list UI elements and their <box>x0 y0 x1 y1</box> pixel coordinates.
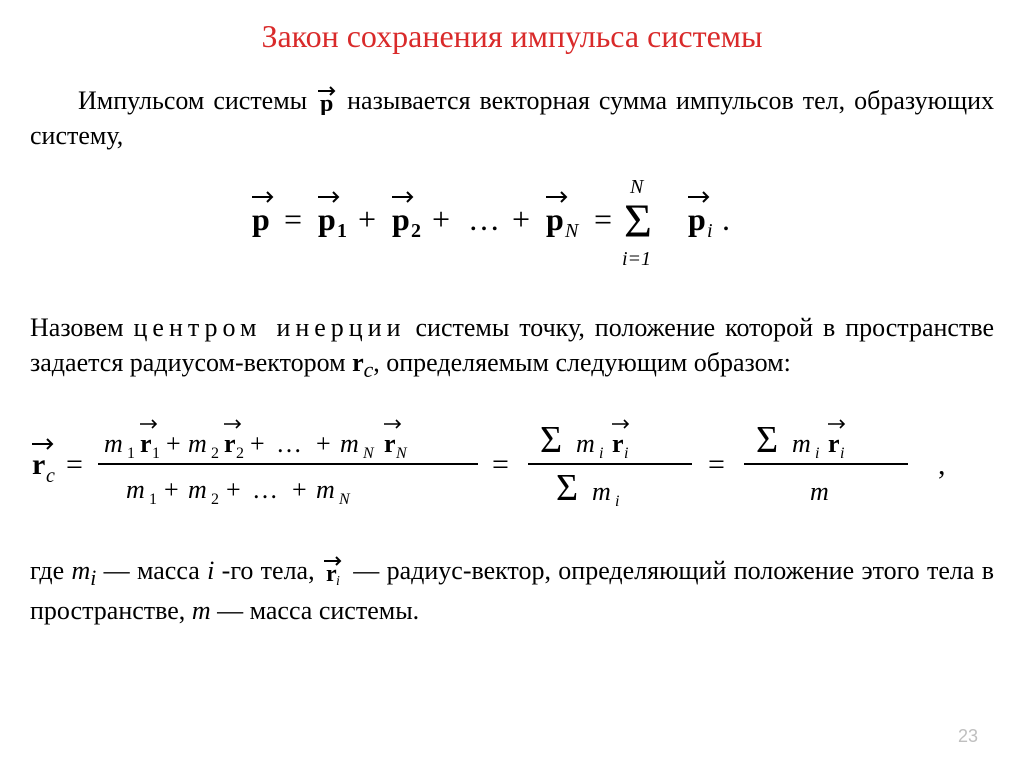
p3-mid4: — мас­са системы. <box>217 596 419 625</box>
svg-text:r: r <box>384 429 396 458</box>
svg-text:r: r <box>140 429 152 458</box>
svg-text:=: = <box>708 448 725 481</box>
svg-text:i: i <box>336 574 340 585</box>
svg-text:2: 2 <box>236 445 244 462</box>
svg-text:2: 2 <box>411 220 421 242</box>
svg-text:r: r <box>32 448 45 481</box>
page-number: 23 <box>958 726 978 747</box>
svg-text:m: m <box>576 429 595 458</box>
paragraph-1: Импульсом системы p называется векторная… <box>30 83 994 153</box>
svg-text:2: 2 <box>211 491 219 508</box>
slide-page: Закон сохранения импульса системы Импуль… <box>0 0 1024 767</box>
svg-text:+: + <box>432 201 450 237</box>
paragraph-2: Назовем центром инерции системы точку, п… <box>30 310 994 386</box>
p2-tail: , определяемым следующим образом: <box>373 348 791 377</box>
svg-text:…: … <box>468 201 500 237</box>
svg-text:Σ: Σ <box>624 195 652 248</box>
svg-text:Σ: Σ <box>756 419 778 461</box>
svg-text:i: i <box>615 493 619 510</box>
svg-text:…: … <box>276 429 302 458</box>
svg-text:i: i <box>815 445 819 462</box>
p2-pre: Назовем <box>30 313 134 342</box>
p1-lead: Импульсом системы <box>78 86 316 115</box>
svg-text:.: . <box>722 201 730 237</box>
svg-text:1: 1 <box>337 220 347 242</box>
svg-text:+: + <box>164 475 179 504</box>
svg-text:r: r <box>612 429 624 458</box>
formula-2: r c = m1 r1 + m2 r2 + … + mN rN <box>30 408 994 523</box>
svg-text:1: 1 <box>149 491 157 508</box>
svg-text:+: + <box>316 429 331 458</box>
svg-text:m: m <box>316 475 335 504</box>
svg-text:i: i <box>707 220 713 242</box>
ri-vector-inline-icon: r i <box>322 555 346 585</box>
formula-1: p = p 1 + p 2 + … + p N <box>30 175 994 280</box>
svg-text:r: r <box>224 429 236 458</box>
svg-text:…: … <box>252 475 278 504</box>
svg-text:=: = <box>66 448 83 481</box>
svg-text:N: N <box>362 445 375 462</box>
p-vector-inline-icon: p <box>316 85 338 115</box>
svg-text:p: p <box>252 201 270 237</box>
p3-mid1: — масса <box>104 556 207 585</box>
svg-text:r: r <box>828 429 840 458</box>
svg-text:p: p <box>320 91 333 115</box>
svg-text:+: + <box>166 429 181 458</box>
svg-text:2: 2 <box>211 445 219 462</box>
svg-text:+: + <box>358 201 376 237</box>
svg-text:1: 1 <box>152 445 160 462</box>
svg-text:m: m <box>188 429 207 458</box>
svg-text:m: m <box>188 475 207 504</box>
svg-text:p: p <box>688 201 706 237</box>
svg-text:+: + <box>292 475 307 504</box>
svg-text:m: m <box>340 429 359 458</box>
svg-text:c: c <box>46 465 55 487</box>
svg-text:m: m <box>104 429 123 458</box>
p3-mid2: -го тела, <box>222 556 322 585</box>
svg-text:m: m <box>792 429 811 458</box>
svg-text:N: N <box>395 445 408 462</box>
svg-text:Σ: Σ <box>556 467 578 509</box>
svg-text:+: + <box>512 201 530 237</box>
svg-text:i: i <box>624 445 628 462</box>
p2-spaced: центром инерции <box>134 313 406 342</box>
svg-text:p: p <box>392 201 410 237</box>
svg-text:m: m <box>810 477 829 506</box>
svg-text:=: = <box>492 448 509 481</box>
svg-text:N: N <box>564 220 580 242</box>
svg-text:p: p <box>546 201 564 237</box>
svg-text:=: = <box>284 201 302 237</box>
svg-text:i: i <box>840 445 844 462</box>
svg-text:m: m <box>592 477 611 506</box>
slide-title: Закон сохранения импульса системы <box>30 18 994 55</box>
svg-text:i=1: i=1 <box>622 248 651 270</box>
svg-text:Σ: Σ <box>540 419 562 461</box>
svg-text:+: + <box>250 429 265 458</box>
svg-text:,: , <box>938 448 946 481</box>
svg-text:+: + <box>226 475 241 504</box>
svg-text:1: 1 <box>127 445 135 462</box>
p3-pre: где <box>30 556 71 585</box>
paragraph-3: где mi — масса i -го тела, r i — радиус-… <box>30 553 994 629</box>
svg-text:p: p <box>318 201 336 237</box>
svg-text:N: N <box>338 491 351 508</box>
svg-text:=: = <box>594 201 612 237</box>
svg-text:i: i <box>599 445 603 462</box>
svg-text:m: m <box>126 475 145 504</box>
